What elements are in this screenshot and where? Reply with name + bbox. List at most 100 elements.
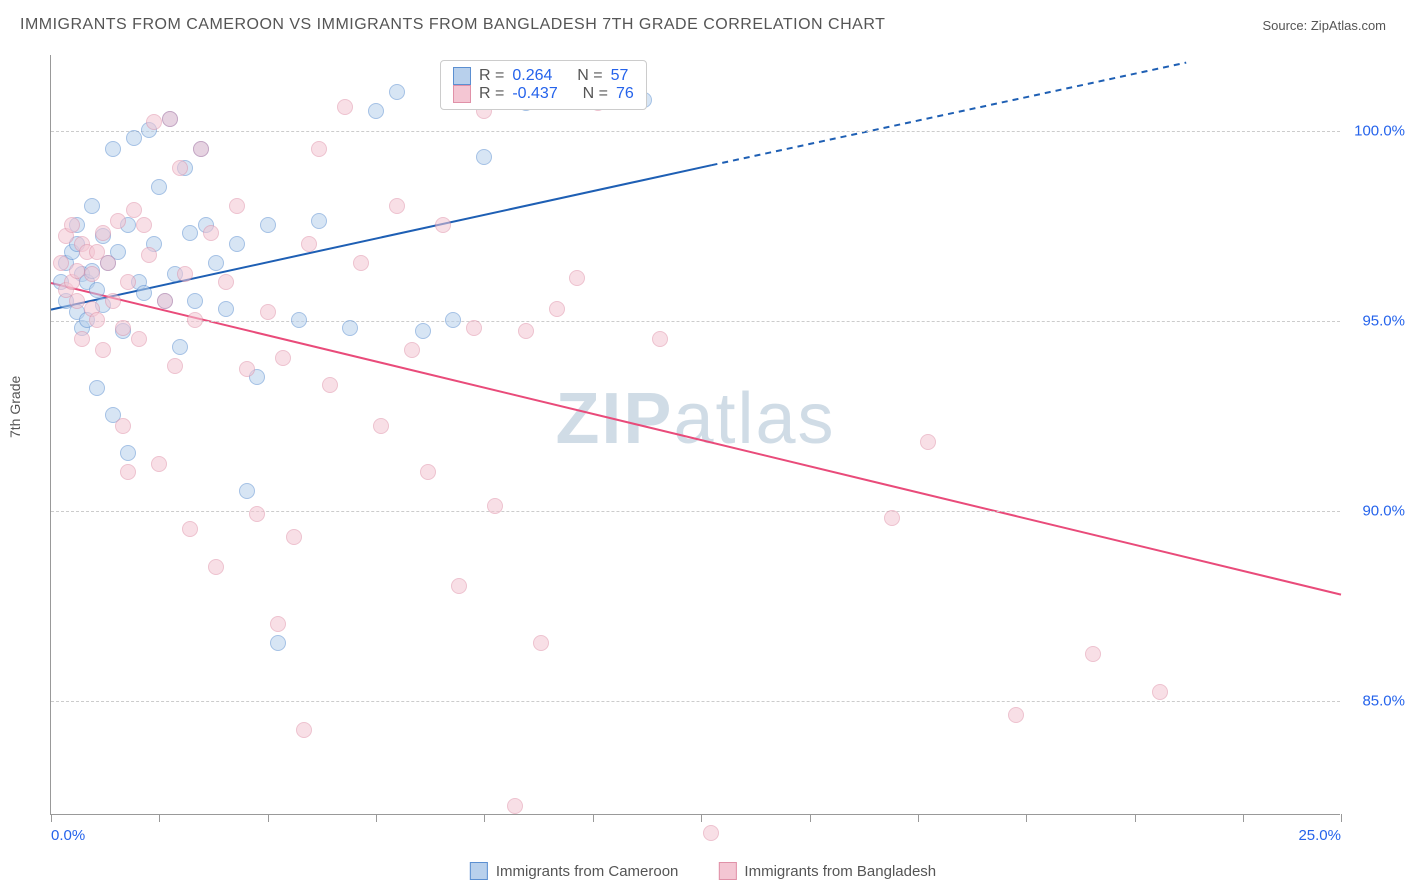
x-tick bbox=[593, 814, 594, 822]
scatter-point bbox=[84, 266, 100, 282]
scatter-point bbox=[920, 434, 936, 450]
scatter-point bbox=[466, 320, 482, 336]
scatter-point bbox=[342, 320, 358, 336]
scatter-point bbox=[162, 111, 178, 127]
swatch-cameroon bbox=[453, 67, 471, 85]
x-tick bbox=[1243, 814, 1244, 822]
legend-item-bangladesh: Immigrants from Bangladesh bbox=[718, 862, 936, 880]
source-attribution: Source: ZipAtlas.com bbox=[1262, 18, 1386, 33]
scatter-point bbox=[301, 236, 317, 252]
scatter-point bbox=[136, 285, 152, 301]
scatter-point bbox=[549, 301, 565, 317]
scatter-point bbox=[420, 464, 436, 480]
gridline bbox=[51, 131, 1340, 132]
scatter-point bbox=[311, 213, 327, 229]
scatter-point bbox=[115, 418, 131, 434]
y-tick-label: 85.0% bbox=[1362, 693, 1405, 710]
scatter-point bbox=[141, 247, 157, 263]
x-tick bbox=[1135, 814, 1136, 822]
scatter-point bbox=[69, 293, 85, 309]
scatter-point bbox=[884, 510, 900, 526]
scatter-point bbox=[89, 312, 105, 328]
scatter-point bbox=[373, 418, 389, 434]
scatter-point bbox=[182, 521, 198, 537]
scatter-point bbox=[445, 312, 461, 328]
scatter-point bbox=[89, 380, 105, 396]
scatter-point bbox=[120, 274, 136, 290]
scatter-point bbox=[203, 225, 219, 241]
scatter-point bbox=[311, 141, 327, 157]
scatter-point bbox=[239, 483, 255, 499]
y-axis-label: 7th Grade bbox=[7, 376, 23, 438]
scatter-point bbox=[291, 312, 307, 328]
y-tick-label: 100.0% bbox=[1354, 123, 1405, 140]
scatter-point bbox=[487, 498, 503, 514]
legend-bottom: Immigrants from Cameroon Immigrants from… bbox=[470, 862, 936, 880]
chart-title: IMMIGRANTS FROM CAMEROON VS IMMIGRANTS F… bbox=[20, 16, 885, 34]
y-tick-label: 90.0% bbox=[1362, 503, 1405, 520]
gridline bbox=[51, 321, 1340, 322]
scatter-point bbox=[435, 217, 451, 233]
scatter-point bbox=[1008, 707, 1024, 723]
scatter-point bbox=[296, 722, 312, 738]
scatter-point bbox=[322, 377, 338, 393]
scatter-point bbox=[105, 141, 121, 157]
scatter-point bbox=[569, 270, 585, 286]
scatter-point bbox=[218, 274, 234, 290]
scatter-point bbox=[167, 358, 183, 374]
chart-plot-area: ZIPatlas 85.0%90.0%95.0%100.0%0.0%25.0% bbox=[50, 55, 1340, 815]
scatter-point bbox=[476, 149, 492, 165]
scatter-point bbox=[74, 331, 90, 347]
x-tick bbox=[918, 814, 919, 822]
scatter-point bbox=[193, 141, 209, 157]
chart-header: IMMIGRANTS FROM CAMEROON VS IMMIGRANTS F… bbox=[0, 0, 1406, 45]
x-tick-label: 25.0% bbox=[1298, 827, 1341, 844]
scatter-point bbox=[1152, 684, 1168, 700]
x-tick bbox=[1341, 814, 1342, 822]
y-tick-label: 95.0% bbox=[1362, 313, 1405, 330]
scatter-point bbox=[239, 361, 255, 377]
scatter-point bbox=[151, 179, 167, 195]
scatter-point bbox=[353, 255, 369, 271]
scatter-point bbox=[415, 323, 431, 339]
scatter-point bbox=[389, 84, 405, 100]
scatter-point bbox=[53, 255, 69, 271]
scatter-point bbox=[151, 456, 167, 472]
gridline bbox=[51, 701, 1340, 702]
scatter-point bbox=[172, 160, 188, 176]
x-tick bbox=[51, 814, 52, 822]
scatter-point bbox=[69, 263, 85, 279]
x-tick bbox=[268, 814, 269, 822]
scatter-point bbox=[208, 255, 224, 271]
scatter-point bbox=[182, 225, 198, 241]
scatter-point bbox=[110, 213, 126, 229]
scatter-point bbox=[337, 99, 353, 115]
scatter-point bbox=[146, 114, 162, 130]
scatter-point bbox=[275, 350, 291, 366]
scatter-point bbox=[136, 217, 152, 233]
scatter-point bbox=[389, 198, 405, 214]
scatter-point bbox=[451, 578, 467, 594]
stats-row-bangladesh: R = -0.437 N = 76 bbox=[453, 85, 634, 103]
x-tick bbox=[1026, 814, 1027, 822]
scatter-point bbox=[64, 217, 80, 233]
legend-item-cameroon: Immigrants from Cameroon bbox=[470, 862, 679, 880]
scatter-point bbox=[270, 635, 286, 651]
swatch-bangladesh bbox=[453, 85, 471, 103]
scatter-point bbox=[84, 198, 100, 214]
swatch-bangladesh-icon bbox=[718, 862, 736, 880]
x-tick-label: 0.0% bbox=[51, 827, 85, 844]
x-tick bbox=[484, 814, 485, 822]
scatter-point bbox=[507, 798, 523, 814]
x-tick bbox=[701, 814, 702, 822]
scatter-point bbox=[95, 225, 111, 241]
scatter-point bbox=[249, 506, 265, 522]
swatch-cameroon-icon bbox=[470, 862, 488, 880]
scatter-point bbox=[126, 130, 142, 146]
scatter-point bbox=[126, 202, 142, 218]
scatter-point bbox=[703, 825, 719, 841]
scatter-point bbox=[89, 282, 105, 298]
x-tick bbox=[159, 814, 160, 822]
scatter-point bbox=[157, 293, 173, 309]
scatter-point bbox=[218, 301, 234, 317]
